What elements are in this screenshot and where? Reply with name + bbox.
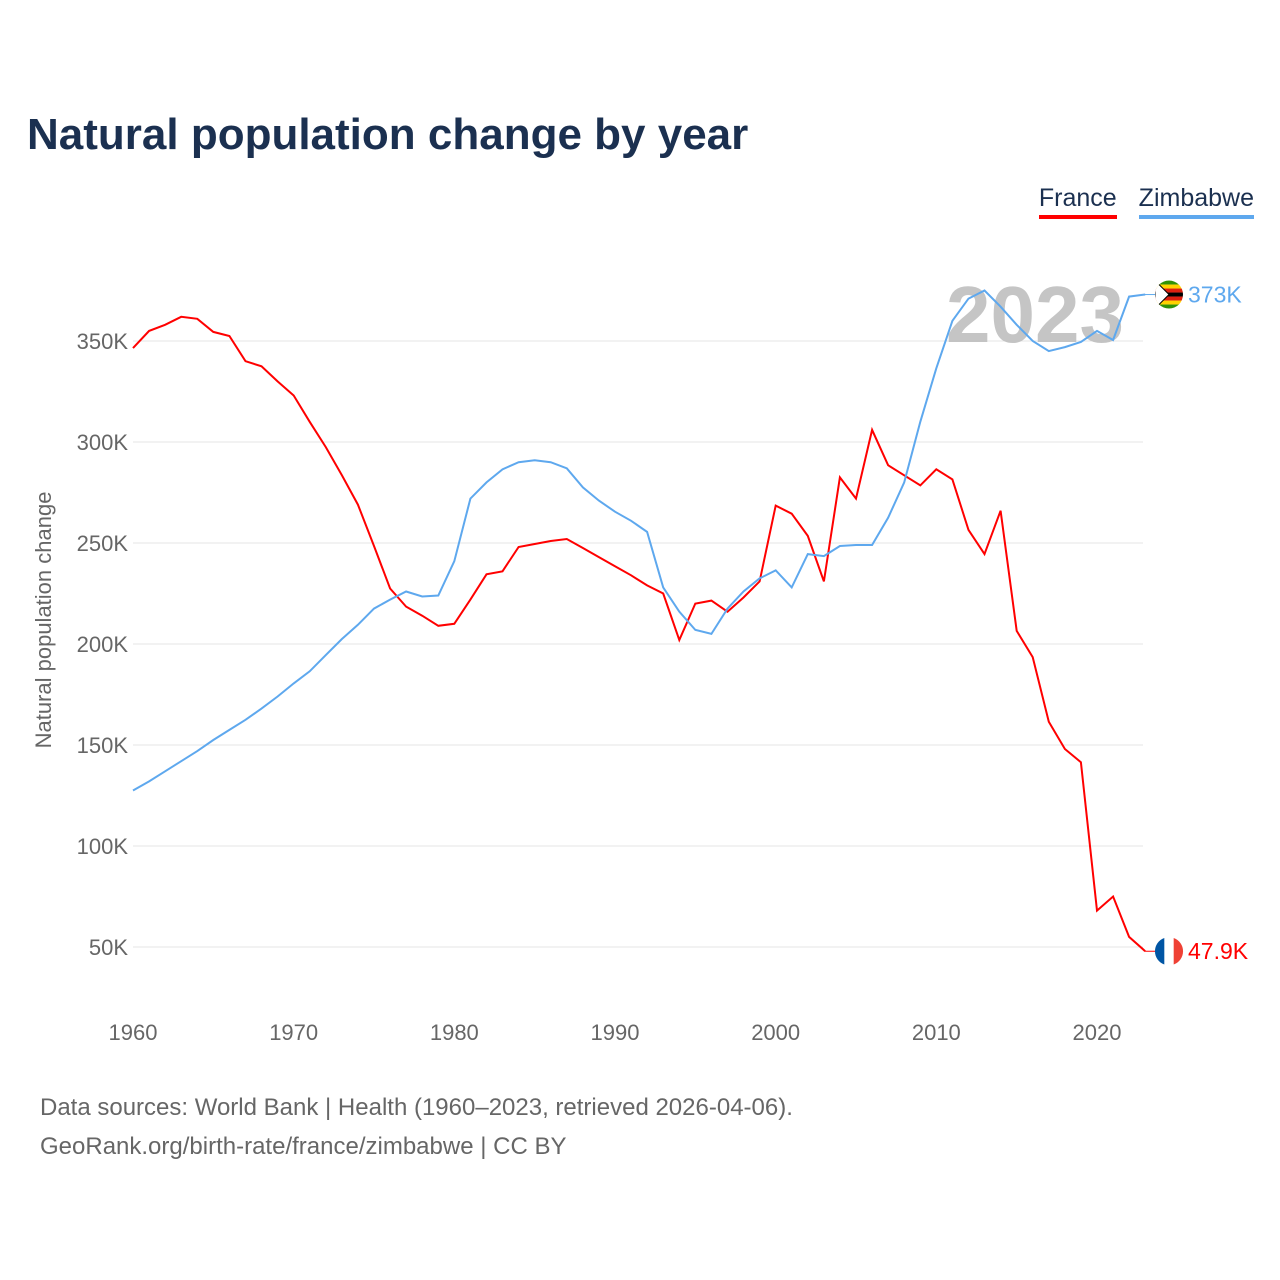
legend: France Zimbabwe [1038, 184, 1254, 219]
source-note: Data sources: World Bank | Health (1960–… [40, 1088, 793, 1166]
x-tick-label: 2010 [912, 1020, 961, 1045]
x-tick-label: 1970 [269, 1020, 318, 1045]
france-end-label: 47.9K [1188, 938, 1249, 964]
series-line-france [132, 315, 1146, 952]
chart-title: Natural population change by year [27, 110, 749, 159]
zimbabwe-end-label: 373K [1188, 282, 1242, 308]
y-tick-label: 250K [77, 531, 129, 556]
y-tick-label: 50K [89, 935, 128, 960]
x-tick-label: 1980 [430, 1020, 479, 1045]
y-axis-label: Natural population change [31, 492, 56, 749]
x-tick-label: 2020 [1073, 1020, 1122, 1045]
x-tick-label: 1960 [109, 1020, 158, 1045]
source-line-2[interactable]: GeoRank.org/birth-rate/france/zimbabwe |… [40, 1133, 567, 1160]
legend-france[interactable]: France [1038, 184, 1117, 219]
y-tick-label: 200K [77, 632, 129, 657]
zimbabwe-flag-icon [1155, 280, 1183, 309]
y-tick-label: 350K [77, 329, 129, 354]
x-tick-label: 2000 [751, 1020, 800, 1045]
y-tick-label: 300K [77, 430, 129, 455]
france-flag-icon [1154, 937, 1184, 966]
year-watermark: 2023 [946, 270, 1124, 359]
legend-zimbabwe[interactable]: Zimbabwe [1138, 184, 1254, 219]
series-line-zimbabwe [132, 289, 1146, 792]
source-line-1: Data sources: World Bank | Health (1960–… [40, 1094, 793, 1121]
y-tick-label: 100K [77, 834, 129, 859]
x-tick-label: 1990 [591, 1020, 640, 1045]
y-tick-label: 150K [77, 733, 129, 758]
